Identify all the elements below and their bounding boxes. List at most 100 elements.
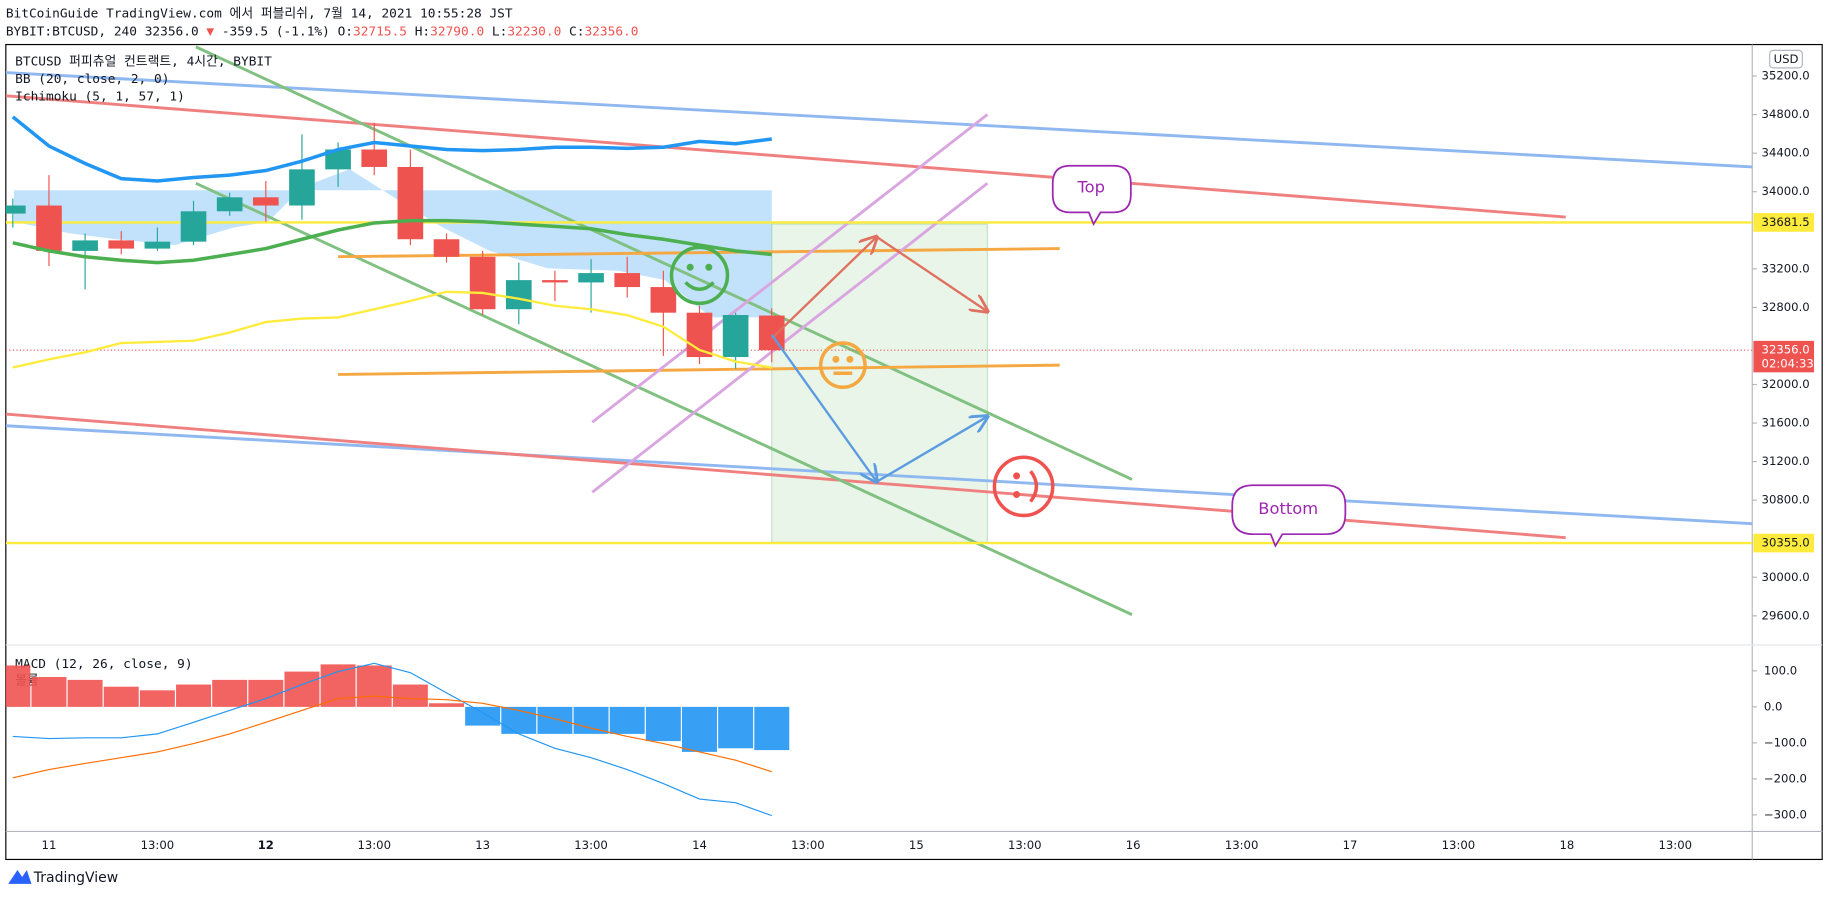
y-tick-label: −300.0 bbox=[1764, 807, 1807, 821]
macd-bar bbox=[67, 679, 103, 707]
macd-bar bbox=[754, 706, 790, 751]
annotation: Top bbox=[1076, 177, 1105, 196]
candle-body bbox=[5, 205, 26, 214]
header-part: 32790.0 bbox=[430, 24, 484, 39]
header-part: H: bbox=[415, 24, 430, 39]
candle-body bbox=[433, 239, 460, 257]
target-box bbox=[771, 223, 989, 543]
x-tick-label: 13:00 bbox=[141, 838, 175, 852]
macd-bar bbox=[573, 706, 609, 734]
trend-line bbox=[195, 45, 1133, 481]
x-tick-label: 13:00 bbox=[574, 838, 608, 852]
macd-bar bbox=[356, 665, 392, 707]
y-tick-label: 31600.0 bbox=[1762, 416, 1810, 430]
candle-body bbox=[542, 280, 568, 283]
arrow bbox=[876, 416, 988, 483]
header-part: 32356.0 bbox=[584, 24, 638, 39]
trend-line bbox=[5, 71, 1753, 169]
smiley-neutral bbox=[818, 341, 867, 390]
smiley-sad bbox=[992, 455, 1055, 518]
y-tick-label: 34800.0 bbox=[1762, 107, 1810, 121]
y-tick-label: −200.0 bbox=[1764, 771, 1807, 785]
header-part: 32356.0 bbox=[145, 24, 199, 39]
macd-pane bbox=[5, 662, 790, 817]
last-price-tag bbox=[1753, 340, 1815, 373]
x-tick-label: 15 bbox=[909, 838, 924, 852]
y-tick-label: 32000.0 bbox=[1762, 377, 1810, 391]
candle-body bbox=[361, 149, 388, 167]
header-part: BYBIT:BTCUSD, 240 bbox=[6, 24, 137, 39]
macd-bar bbox=[682, 706, 717, 752]
symbol-line: BYBIT:BTCUSD, 240 32356.0 ▼ -359.5 (-1.1… bbox=[6, 24, 639, 39]
annotation: Bottom bbox=[1258, 499, 1318, 518]
candle-body bbox=[36, 205, 62, 251]
y-tick-label: 30000.0 bbox=[1762, 570, 1810, 584]
level-tag bbox=[1753, 213, 1815, 232]
brand-logo bbox=[8, 869, 32, 884]
candle-body bbox=[108, 240, 135, 249]
macd-bar bbox=[320, 664, 356, 707]
candle-body bbox=[469, 256, 496, 310]
y-tick-label: −100.0 bbox=[1764, 735, 1807, 749]
y-tick-label: 34400.0 bbox=[1762, 146, 1810, 160]
legend-macd: MACD (12, 26, close, 9) bbox=[15, 657, 192, 672]
candle-body bbox=[216, 197, 243, 212]
x-tick-label: 18 bbox=[1559, 838, 1574, 852]
macd-bar bbox=[609, 706, 645, 734]
candle-body bbox=[180, 211, 207, 242]
header-part: C: bbox=[569, 24, 584, 39]
x-tick-label: 13:00 bbox=[791, 838, 825, 852]
signal-line bbox=[12, 695, 772, 779]
indicator-line bbox=[12, 290, 772, 369]
x-tick-label: 11 bbox=[42, 838, 57, 852]
macd-bar bbox=[31, 676, 67, 707]
currency: USD bbox=[1774, 52, 1799, 66]
y-tick-label: 31200.0 bbox=[1762, 454, 1810, 468]
candle-body bbox=[72, 240, 98, 251]
header-part: O: bbox=[338, 24, 353, 39]
candle-body bbox=[252, 197, 279, 206]
y-tick-label: 30800.0 bbox=[1762, 493, 1810, 507]
candle-body bbox=[650, 287, 677, 313]
macd-bar bbox=[537, 706, 573, 734]
candle-body bbox=[505, 280, 532, 310]
header-part: L: bbox=[492, 24, 507, 39]
x-tick-label: 17 bbox=[1343, 838, 1358, 852]
y-tick-label: 100.0 bbox=[1764, 663, 1797, 677]
macd-line bbox=[12, 662, 772, 817]
macd-bar bbox=[718, 706, 754, 749]
callout bbox=[1051, 164, 1132, 227]
arrow bbox=[770, 237, 877, 340]
y-tick-label: 34000.0 bbox=[1762, 184, 1810, 198]
header-part: ▼ bbox=[206, 24, 214, 39]
currency-box bbox=[1769, 49, 1803, 69]
candle-body bbox=[397, 166, 424, 240]
x-tick-label: 13:00 bbox=[357, 838, 391, 852]
level-label: 33681.5 bbox=[1762, 215, 1810, 229]
candle-body bbox=[758, 315, 785, 351]
candle-body bbox=[614, 273, 641, 288]
candle-body bbox=[722, 315, 749, 358]
trend-line bbox=[591, 113, 989, 424]
macd-bar bbox=[392, 684, 428, 707]
last-price-label: 32356.0 bbox=[1762, 343, 1810, 357]
header-part: -359.5 (-1.1%) bbox=[222, 24, 330, 39]
x-tick-label: 13:00 bbox=[1225, 838, 1259, 852]
y-tick-label: 0.0 bbox=[1764, 699, 1783, 713]
macd-bar bbox=[139, 690, 175, 707]
macd-bar bbox=[429, 703, 464, 707]
macd-bar bbox=[5, 665, 31, 707]
legend-symbol: BTCUSD 퍼피츄얼 컨트랙트, 4시간, BYBIT bbox=[15, 55, 272, 70]
x-tick-label: 13:00 bbox=[1008, 838, 1042, 852]
candle-body bbox=[325, 149, 351, 170]
x-tick-label: 12 bbox=[258, 838, 274, 852]
y-tick-label: 29600.0 bbox=[1762, 608, 1810, 622]
y-tick-label: 32800.0 bbox=[1762, 300, 1810, 314]
candle-body bbox=[578, 273, 604, 283]
callout bbox=[1231, 484, 1347, 548]
macd-bar bbox=[103, 686, 139, 707]
trend-line bbox=[5, 94, 1566, 219]
x-tick-label: 14 bbox=[692, 838, 707, 852]
macd-bar bbox=[176, 684, 212, 707]
